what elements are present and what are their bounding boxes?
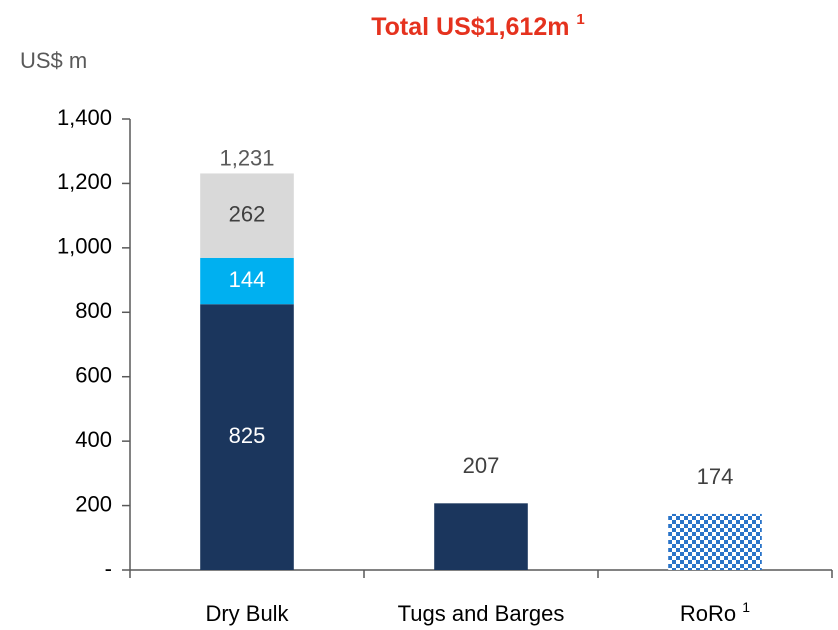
y-axis-label: US$ m (20, 48, 87, 73)
bar-segment (200, 257, 294, 305)
bar-segment (200, 304, 294, 570)
title-note: 1 (576, 11, 584, 28)
bar-segment (200, 173, 294, 258)
category-note: 1 (742, 599, 750, 615)
data-label: 174 (697, 464, 734, 489)
x-tick-label: RoRo 1 (680, 599, 750, 626)
title-text: Total US$1,612m (371, 13, 569, 41)
data-label: 825 (229, 423, 266, 448)
data-label: 144 (229, 267, 266, 292)
y-tick-label: 800 (75, 298, 112, 323)
y-tick-label: 200 (75, 491, 112, 516)
x-tick-label: Tugs and Barges (398, 601, 565, 626)
y-tick-label: - (105, 556, 112, 581)
chart-title: Total US$1,612m 1 (371, 11, 585, 41)
bar-segment (668, 513, 762, 570)
category-name: Dry Bulk (205, 601, 289, 626)
bar-segment (434, 503, 528, 570)
y-tick-label: 1,400 (57, 105, 112, 130)
y-tick-label: 1,200 (57, 169, 112, 194)
data-label: 262 (229, 201, 266, 226)
y-tick-label: 600 (75, 363, 112, 388)
data-label: 207 (463, 453, 500, 478)
category-name: RoRo (680, 601, 736, 626)
x-tick-label: Dry Bulk (205, 601, 289, 626)
total-label: 1,231 (219, 145, 274, 170)
category-name: Tugs and Barges (398, 601, 565, 626)
y-tick-label: 1,000 (57, 234, 112, 259)
y-tick-label: 400 (75, 427, 112, 452)
